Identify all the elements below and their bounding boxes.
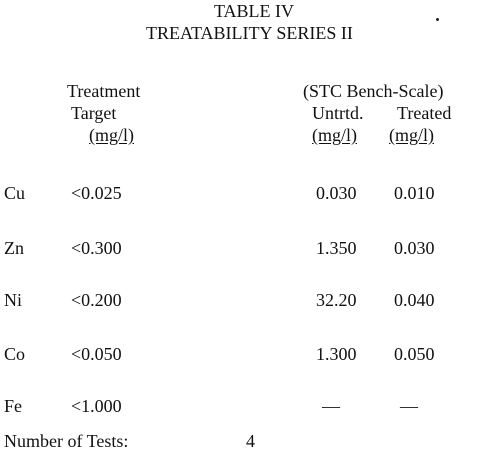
table-title: TABLE IV	[214, 1, 295, 21]
header-target: Target	[71, 103, 117, 123]
row-untreated: 1.300	[316, 344, 357, 364]
row-element: Fe	[4, 396, 22, 416]
header-untreated: Untrtd.	[312, 103, 364, 123]
row-untreated: 32.20	[316, 290, 357, 310]
row-target: <0.300	[71, 238, 122, 258]
stray-dot-mark	[436, 18, 439, 21]
header-treatment: Treatment	[67, 81, 141, 101]
row-target: <0.200	[71, 290, 122, 310]
row-untreated: 1.350	[316, 238, 357, 258]
row-treated: 0.040	[394, 290, 435, 310]
row-target: <0.050	[71, 344, 122, 364]
header-untreated-unit: (mg/l)	[312, 125, 357, 145]
number-of-tests-value: 4	[246, 431, 255, 451]
header-stc-bench-scale: (STC Bench-Scale)	[303, 81, 444, 101]
row-untreated: 0.030	[316, 183, 357, 203]
row-element: Zn	[4, 238, 24, 258]
row-treated: 0.030	[394, 238, 435, 258]
row-treated: 0.010	[394, 183, 435, 203]
number-of-tests-label: Number of Tests:	[4, 431, 129, 451]
row-target: <0.025	[71, 183, 122, 203]
header-treated: Treated	[397, 103, 452, 123]
row-element: Co	[4, 344, 26, 364]
row-treated: 0.050	[394, 344, 435, 364]
row-treated: —	[400, 396, 418, 416]
row-target: <1.000	[71, 396, 122, 416]
row-element: Cu	[4, 183, 26, 203]
row-untreated: —	[322, 396, 340, 416]
header-treated-unit: (mg/l)	[389, 125, 434, 145]
header-treatment-unit: (mg/l)	[89, 125, 134, 145]
row-element: Ni	[4, 290, 22, 310]
table-subtitle: TREATABILITY SERIES II	[146, 23, 353, 43]
